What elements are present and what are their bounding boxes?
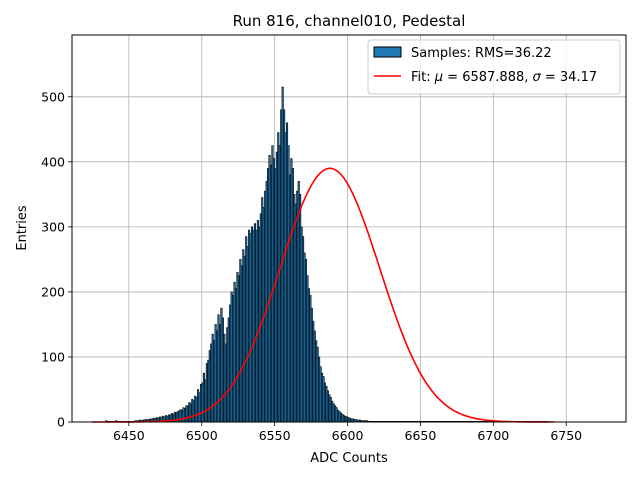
legend-fit-mu-symbol: μ [434, 70, 443, 85]
x-tick-label: 6500 [186, 428, 218, 443]
x-tick-label: 6450 [113, 428, 145, 443]
legend-fit-sigma-value: = 34.17 [541, 70, 597, 85]
legend-fit-sigma-symbol: σ [533, 70, 542, 85]
y-tick-label: 300 [41, 219, 65, 234]
x-axis-label: ADC Counts [310, 451, 388, 466]
legend: Samples: RMS=36.22 Fit: μ = 6587.888, σ … [367, 39, 621, 95]
legend-fit-prefix: Fit: [411, 70, 435, 85]
fit-curve [92, 167, 555, 423]
plot-frame [71, 34, 627, 423]
legend-samples-label: Samples: RMS=36.22 [411, 46, 552, 61]
y-tick-label: 400 [41, 154, 65, 169]
chart-title: Run 816, channel010, Pedestal [233, 12, 466, 30]
x-tick-label: 6600 [332, 428, 364, 443]
legend-fit-label: Fit: μ = 6587.888, σ = 34.17 [411, 70, 597, 85]
x-tick-label: 6550 [259, 428, 291, 443]
legend-fit-mu-value: = 6587.888, [443, 70, 532, 85]
x-tick-label: 6700 [477, 428, 509, 443]
y-tick-label: 0 [57, 415, 65, 430]
y-tick-label: 100 [41, 349, 65, 364]
y-axis-label: Entries [15, 205, 30, 251]
y-tick-label: 500 [41, 89, 65, 104]
ticks-layer: 6450 6500 6550 6600 6650 6700 6750 0 100 200 300 40… [41, 89, 582, 443]
y-tick-label: 200 [41, 284, 65, 299]
legend-samples-swatch [373, 46, 402, 58]
bars-layer [105, 86, 548, 423]
legend-box [367, 39, 621, 95]
x-tick-label: 6650 [405, 428, 437, 443]
x-tick-label: 6750 [550, 428, 582, 443]
